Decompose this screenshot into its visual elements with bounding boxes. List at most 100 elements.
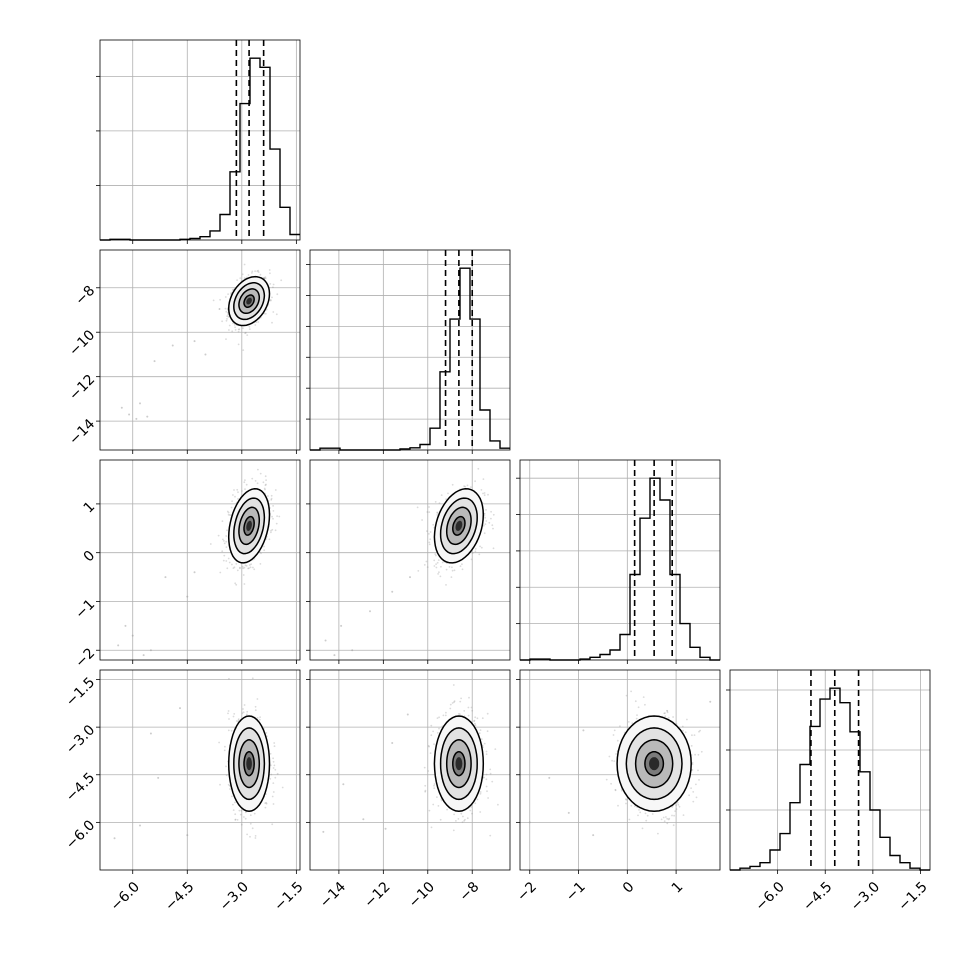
sample-point [460,697,462,700]
sample-point [225,774,228,777]
sample-point [473,720,475,723]
sample-point [486,790,488,793]
sample-point [474,480,476,483]
sample-point [425,560,428,563]
sample-point [234,819,237,821]
sample-point [259,716,261,718]
sample-point [259,273,262,276]
sample-point [434,553,437,555]
sample-point [435,563,437,565]
contour-line [433,715,485,813]
sample-point [674,810,676,812]
panel-frame [309,249,511,451]
sample-point [455,820,457,822]
sample-point [231,500,234,503]
sample-point [492,527,494,530]
sample-point [490,517,492,520]
panel-background [100,40,300,240]
sample-point [675,804,677,807]
sample-point [426,511,429,513]
sample-point [171,344,174,347]
sample-point [429,538,432,541]
sample-point [449,707,452,710]
sample-point [459,700,462,703]
sample-point [698,779,700,781]
sample-point [186,834,189,837]
sample-point [269,283,272,285]
sample-point [460,812,463,815]
sample-point [485,750,488,753]
y-tick-label: −1.5 [63,675,98,710]
sample-point [436,561,439,564]
sample-point [225,319,228,322]
sample-point [263,487,266,490]
sample-point [479,792,482,795]
sample-point [256,717,259,719]
sample-point [417,570,420,572]
sample-point [244,811,247,814]
sample-point [193,340,196,343]
contour-line [625,727,683,801]
x-tick-label: −1 [563,879,589,905]
sample-point [226,529,228,532]
x-tick-label: −3.0 [217,879,252,914]
sample-point [672,716,674,718]
sample-point [229,293,232,295]
sample-point [218,308,221,310]
sample-point [435,566,438,569]
sample-point [225,338,227,340]
sample-point [666,709,668,712]
sample-point [482,492,484,495]
sample-point [263,545,265,548]
sample-point [430,734,433,737]
sample-point [665,816,667,818]
sample-point [667,818,670,821]
sample-point [280,279,283,282]
sample-point [219,783,221,786]
y-tick-label: 1 [81,499,99,517]
panel-2d-r1-c0 [96,249,301,454]
sample-point [322,830,325,833]
sample-point [490,510,492,513]
sample-point [234,813,237,816]
sample-point [237,328,240,331]
sample-point [436,717,439,719]
sample-point [483,513,486,515]
sample-point [113,837,116,840]
sample-point [429,531,432,533]
sample-point [437,573,439,575]
sample-point [709,700,712,703]
sample-point [671,806,674,808]
sample-point [273,742,276,744]
sample-point [453,569,456,572]
sample-point [253,812,256,815]
sample-point [636,714,638,716]
sample-point [481,717,484,720]
sample-point [433,787,436,789]
sample-point [485,509,487,511]
sample-point [272,782,275,784]
panel-frame [309,459,511,661]
sample-point [142,654,145,657]
sample-point [699,729,701,732]
sample-point [644,812,647,815]
contour-line [233,497,266,555]
sample-point [219,298,222,301]
sample-point [692,800,695,803]
sample-point [662,816,665,819]
x-tick-label: −4.5 [162,879,197,914]
sample-point [263,277,266,279]
sample-point [610,782,612,785]
sample-point [433,559,436,562]
sample-point [428,533,430,535]
sample-point [428,809,431,812]
sample-point [262,481,265,484]
sample-point [222,559,225,562]
sample-point [270,494,273,497]
sample-point [678,805,681,808]
sample-point [225,765,227,768]
sample-point [269,299,272,302]
sample-point [621,789,623,792]
sample-point [251,272,253,274]
sample-point [453,701,455,704]
